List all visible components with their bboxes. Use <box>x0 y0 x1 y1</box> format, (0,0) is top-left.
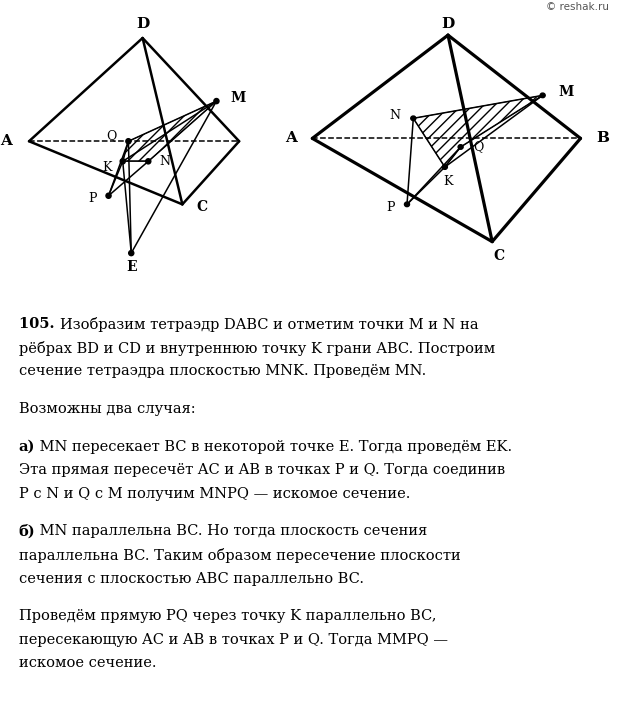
Text: M: M <box>558 85 574 100</box>
Circle shape <box>404 202 410 206</box>
Text: а): а) <box>19 440 35 454</box>
Text: C: C <box>197 200 208 214</box>
Circle shape <box>214 98 219 104</box>
Text: C: C <box>493 249 504 263</box>
Text: P: P <box>89 192 97 205</box>
Text: искомое сечение.: искомое сечение. <box>19 656 156 670</box>
Circle shape <box>442 165 447 169</box>
Text: P: P <box>386 201 394 214</box>
Text: A: A <box>0 134 12 148</box>
Text: B: B <box>596 131 610 146</box>
Text: K: K <box>443 175 453 188</box>
Circle shape <box>120 158 126 164</box>
Circle shape <box>129 250 134 256</box>
Circle shape <box>540 93 545 98</box>
Circle shape <box>458 145 463 149</box>
Text: 105.: 105. <box>19 317 59 331</box>
Circle shape <box>126 138 131 144</box>
Text: сечения с плоскостью ABC параллельно BC.: сечения с плоскостью ABC параллельно BC. <box>19 571 363 586</box>
Text: MN параллельна BC. Но тогда плоскость сечения: MN параллельна BC. Но тогда плоскость се… <box>35 524 427 538</box>
Text: D: D <box>442 16 454 31</box>
Text: MN пересекает BC в некоторой точке E. Тогда проведём EK.: MN пересекает BC в некоторой точке E. То… <box>35 440 512 454</box>
Text: E: E <box>126 260 136 275</box>
Text: M: M <box>231 91 246 105</box>
Circle shape <box>106 193 111 199</box>
Text: A: A <box>285 131 297 146</box>
Text: N: N <box>160 155 170 168</box>
Text: рёбрах BD и CD и внутреннюю точку K грани ABC. Построим: рёбрах BD и CD и внутреннюю точку K гран… <box>19 341 495 356</box>
Circle shape <box>411 116 416 120</box>
Text: N: N <box>390 109 401 122</box>
Text: параллельна BC. Таким образом пересечение плоскости: параллельна BC. Таким образом пересечени… <box>19 548 461 563</box>
Text: Q: Q <box>473 141 483 153</box>
Text: P с N и Q с M получим MNPQ — искомое сечение.: P с N и Q с M получим MNPQ — искомое сеч… <box>19 487 410 500</box>
Text: Q: Q <box>107 129 117 142</box>
Text: сечение тетраэдра плоскостью MNK. Проведём MN.: сечение тетраэдра плоскостью MNK. Провед… <box>19 364 426 378</box>
Text: D: D <box>136 16 149 31</box>
Text: K: K <box>102 161 111 174</box>
Text: Проведём прямую PQ через точку K параллельно BC,: Проведём прямую PQ через точку K паралле… <box>19 609 436 623</box>
Text: © reshak.ru: © reshak.ru <box>546 2 609 12</box>
Text: б): б) <box>19 524 35 538</box>
Text: пересекающую AC и AB в точках P и Q. Тогда MMPQ —: пересекающую AC и AB в точках P и Q. Тог… <box>19 633 447 647</box>
Circle shape <box>146 158 151 164</box>
Text: Эта прямая пересечёт AC и AB в точках P и Q. Тогда соединив: Эта прямая пересечёт AC и AB в точках P … <box>19 463 505 477</box>
Text: Возможны два случая:: Возможны два случая: <box>19 402 196 416</box>
Text: Изобразим тетраэдр DABC и отметим точки M и N на: Изобразим тетраэдр DABC и отметим точки … <box>60 317 479 332</box>
